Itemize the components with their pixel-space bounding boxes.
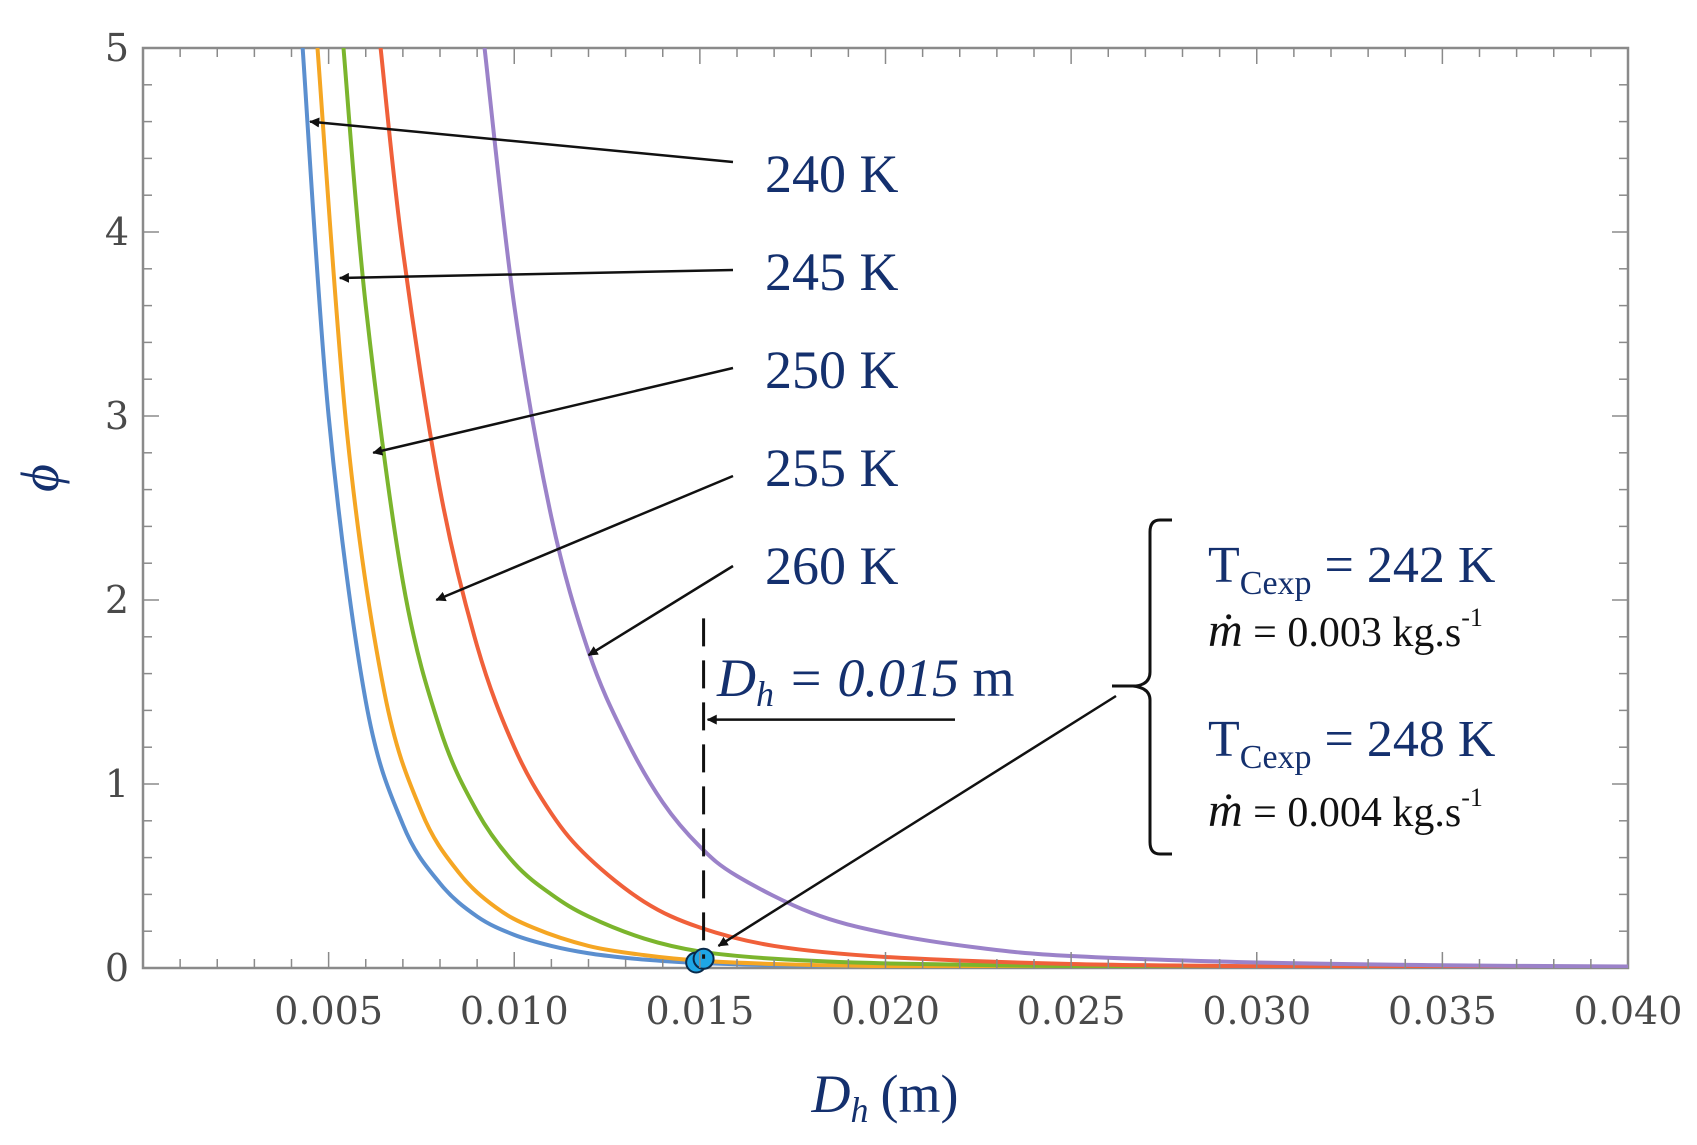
y-tick-label: 1 xyxy=(105,762,129,806)
x-axis-title-unit: (m) xyxy=(881,1064,959,1124)
dh-label-unit: m xyxy=(959,648,1015,708)
x-tick-label: 0.020 xyxy=(831,989,940,1033)
x-tick-label: 0.035 xyxy=(1388,989,1497,1033)
x-axis-title-var: D xyxy=(811,1064,851,1124)
x-tick-label: 0.005 xyxy=(274,989,383,1033)
dh-reference-label: Dh = 0.015 m xyxy=(716,648,1014,714)
exp1-t-sub: Cexp xyxy=(1240,565,1312,602)
exp2-t-sub: Cexp xyxy=(1240,739,1312,776)
series-label-245: 245 K xyxy=(765,242,899,302)
y-tick-label: 2 xyxy=(105,578,129,622)
series-label-arrow xyxy=(340,270,733,278)
series-label-240: 240 K xyxy=(765,144,899,204)
exp2-temperature: TCexp = 248 K xyxy=(1208,711,1496,776)
x-tick-label: 0.040 xyxy=(1574,989,1683,1033)
x-tick-label: 0.015 xyxy=(645,989,754,1033)
y-tick-label: 3 xyxy=(105,394,129,438)
x-axis-title: Dh (m) xyxy=(811,1064,959,1130)
exp2-m-sup: -1 xyxy=(1461,783,1483,812)
dh-label-var: D xyxy=(716,648,756,708)
exp2-t-sym: T xyxy=(1208,711,1240,768)
series-label-255: 255 K xyxy=(765,438,899,498)
exp1-mass-flow: ṁ = 0.003 kg.s-1 xyxy=(1208,603,1483,657)
series-label-260: 260 K xyxy=(765,536,899,596)
phi-vs-dh-chart: 0.005 0.010 0.015 0.020 0.025 0.030 0.035 0.040… xyxy=(0,0,1697,1145)
exp1-m-eq: = 0.003 kg.s xyxy=(1243,610,1462,656)
y-tick-label: 4 xyxy=(105,210,129,254)
exp2-t-eq: = 248 K xyxy=(1312,711,1496,768)
series-label-arrow xyxy=(589,566,734,655)
exp2-m-sym: ṁ xyxy=(1208,784,1243,837)
exp2-m-eq: = 0.004 kg.s xyxy=(1243,790,1462,836)
x-tick-label: 0.030 xyxy=(1202,989,1311,1033)
series-label-arrow xyxy=(310,122,733,162)
exp2-mass-flow: ṁ = 0.004 kg.s-1 xyxy=(1208,783,1483,837)
y-tick-label: 0 xyxy=(105,946,129,990)
series-label-arrow xyxy=(436,476,733,600)
exp1-temperature: TCexp = 242 K xyxy=(1208,537,1496,602)
series-label-250: 250 K xyxy=(765,340,899,400)
exp1-m-sym: ṁ xyxy=(1208,604,1243,657)
x-tick-label: 0.010 xyxy=(460,989,569,1033)
experiments-arrow xyxy=(718,696,1116,946)
x-tick-label: 0.025 xyxy=(1017,989,1126,1033)
dh-label-eq: = 0.015 xyxy=(774,648,959,708)
dh-label-sub: h xyxy=(756,674,774,714)
exp1-m-sup: -1 xyxy=(1461,603,1483,632)
y-tick-label: 5 xyxy=(105,26,129,70)
y-axis-title: ϕ xyxy=(10,464,70,492)
experiments-brace xyxy=(1133,520,1172,854)
exp1-t-sym: T xyxy=(1208,537,1240,594)
exp1-t-eq: = 242 K xyxy=(1312,537,1496,594)
x-axis-title-sub: h xyxy=(851,1090,869,1130)
